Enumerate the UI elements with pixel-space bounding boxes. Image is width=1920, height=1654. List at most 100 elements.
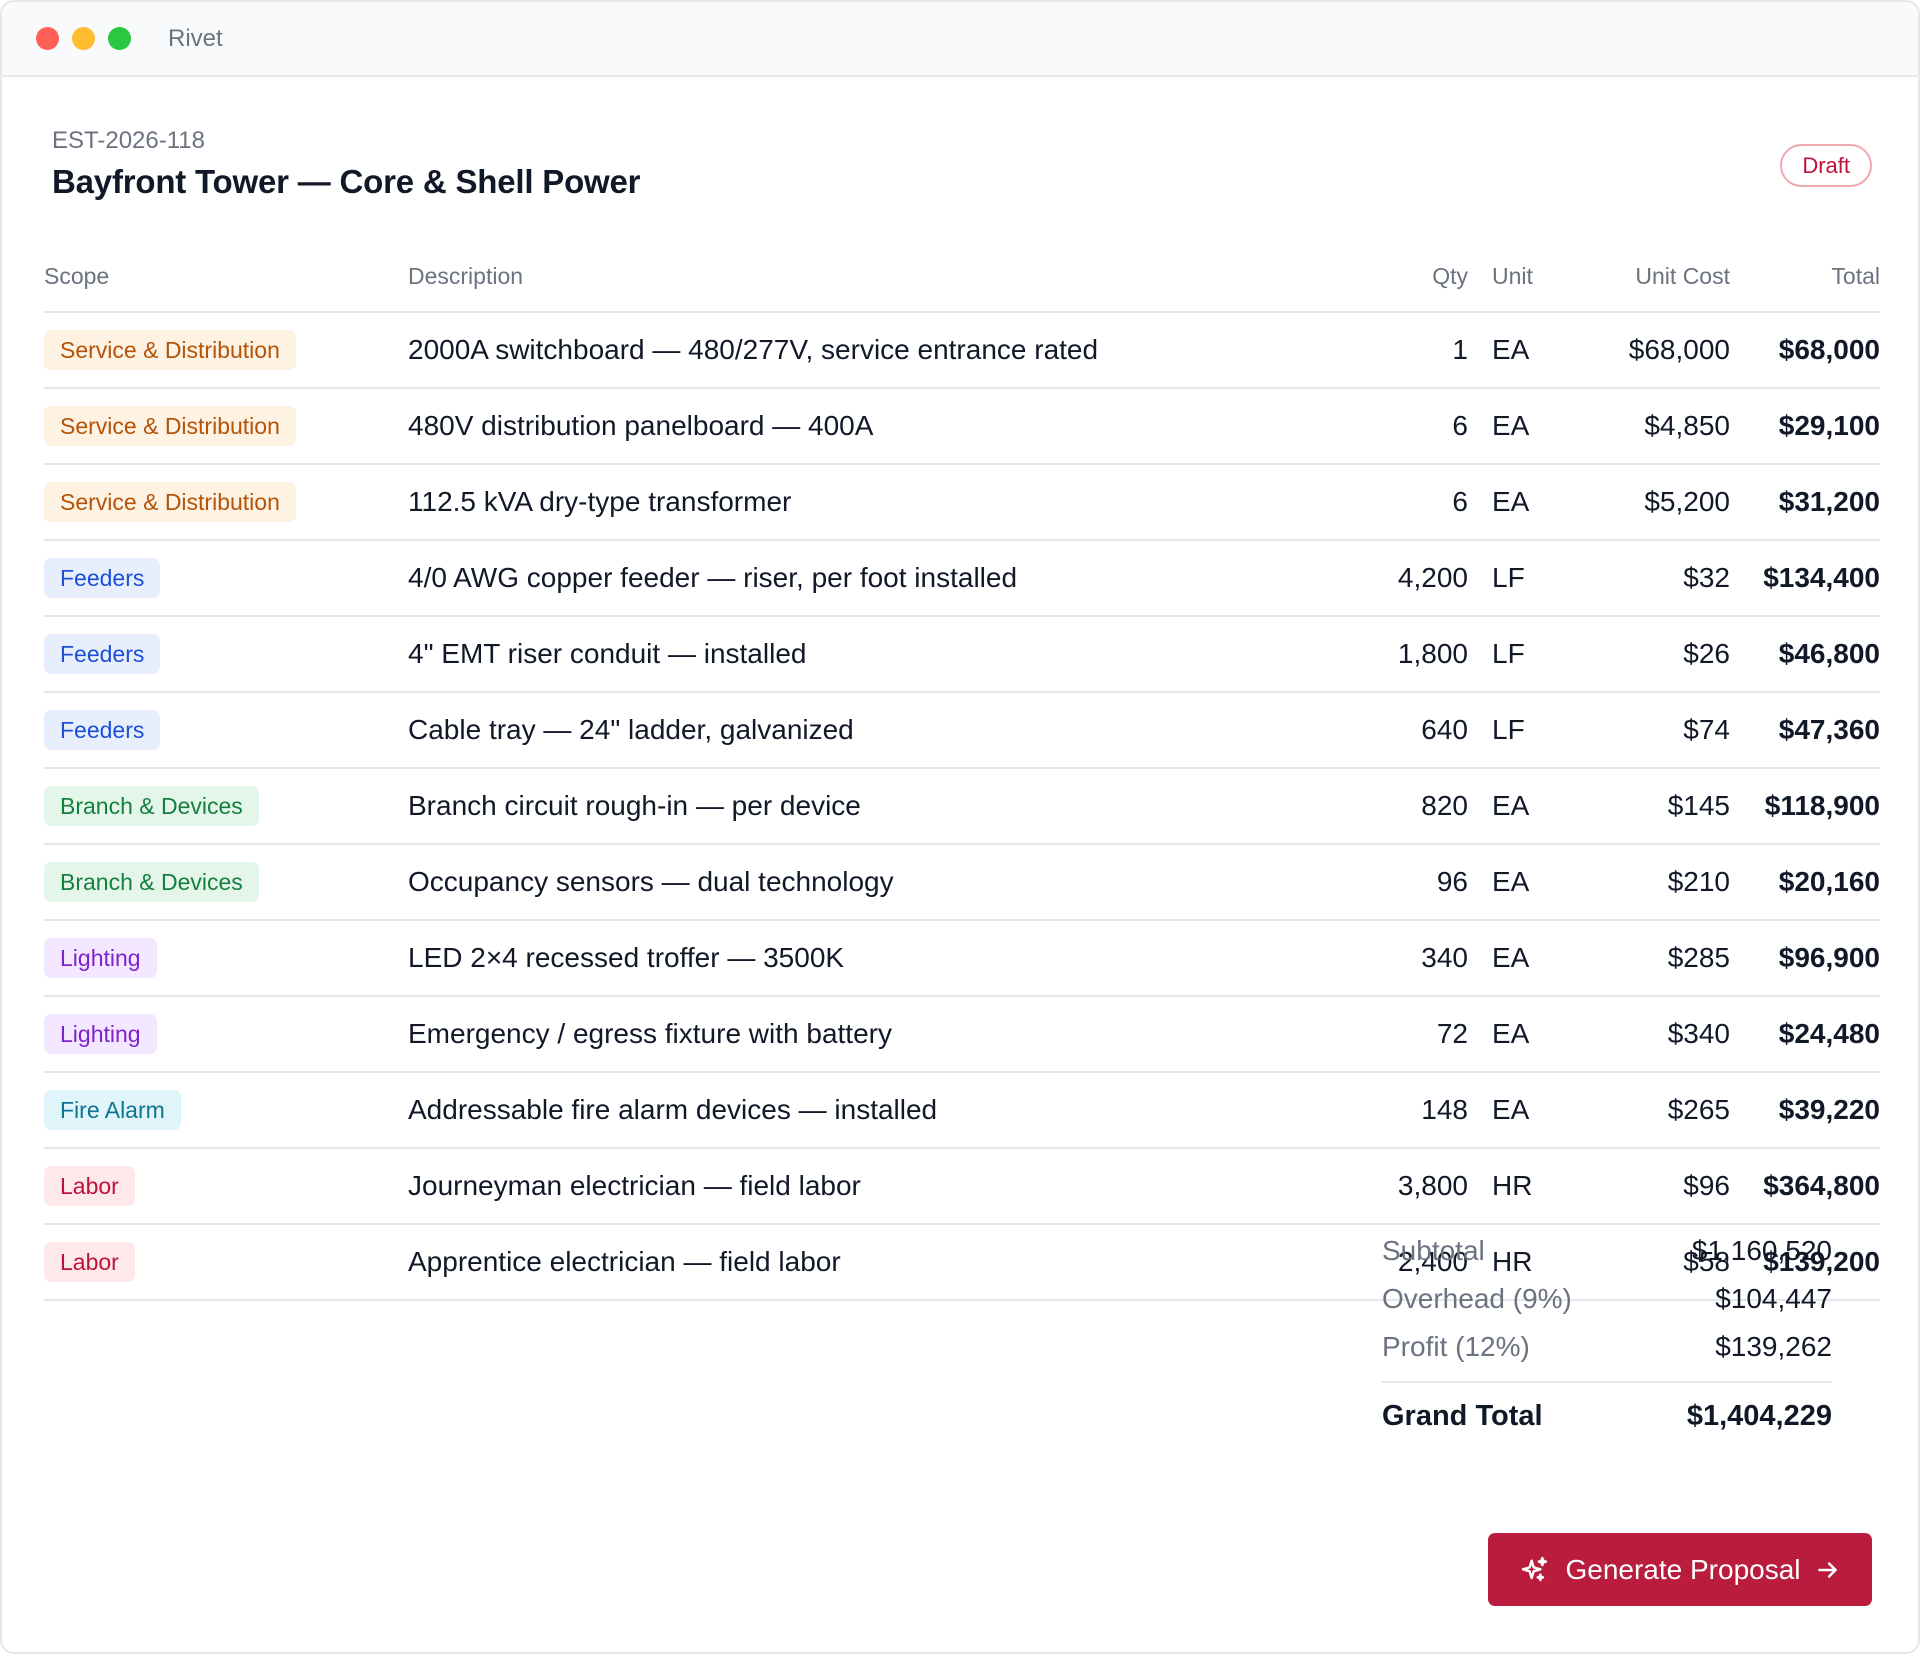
table-header-row: Scope Description Qty Unit Unit Cost Tot…: [44, 242, 1880, 313]
scope-cell: Labor: [44, 1224, 408, 1301]
unit-cell: EA: [1468, 920, 1578, 997]
qty-cell: 640: [1288, 692, 1468, 769]
status-badge: Draft: [1780, 144, 1872, 187]
scope-tag: Labor: [44, 1166, 135, 1206]
table-row[interactable]: Feeders Cable tray — 24" ladder, galvaniz…: [44, 692, 1880, 769]
column-header-qty[interactable]: Qty: [1288, 242, 1468, 313]
total-cell: $39,220: [1730, 1072, 1880, 1149]
scope-cell: Fire Alarm: [44, 1072, 408, 1149]
description-cell: 2000A switchboard — 480/277V, service en…: [408, 312, 1288, 389]
summary-divider: [1382, 1381, 1832, 1383]
unit-cost-cell: $210: [1578, 844, 1730, 921]
total-cell: $118,900: [1730, 768, 1880, 845]
total-cell: $29,100: [1730, 388, 1880, 465]
estimate-header: EST-2026-118 Bayfront Tower — Core & She…: [44, 77, 1880, 242]
table-row[interactable]: Feeders 4/0 AWG copper feeder — riser, pe…: [44, 540, 1880, 617]
unit-cell: HR: [1468, 1224, 1578, 1301]
subtotal-value: $1,160,520: [1691, 1235, 1832, 1266]
estimate-panel: EST-2026-118 Bayfront Tower — Core & She…: [44, 77, 1880, 1301]
scope-cell: Branch & Devices: [44, 844, 408, 921]
qty-cell: 2,400: [1288, 1224, 1468, 1301]
scope-cell: Service & Distribution: [44, 464, 408, 541]
qty-cell: 148: [1288, 1072, 1468, 1149]
column-header-description[interactable]: Description: [408, 242, 1288, 313]
column-header-unit-cost[interactable]: Unit Cost: [1578, 242, 1730, 313]
description-cell: Cable tray — 24" ladder, galvanized: [408, 692, 1288, 769]
scope-tag: Service & Distribution: [44, 406, 296, 446]
scope-tag: Fire Alarm: [44, 1090, 181, 1130]
close-window-button[interactable]: [36, 27, 59, 50]
table-row[interactable]: Labor Apprentice electrician — field labo…: [44, 1224, 1880, 1301]
description-cell: Branch circuit rough-in — per device: [408, 768, 1288, 845]
unit-cost-cell: $340: [1578, 996, 1730, 1073]
table-row[interactable]: Service & Distribution 2000A switchboard …: [44, 312, 1880, 389]
estimate-id: EST-2026-118: [52, 127, 205, 154]
table-row[interactable]: Service & Distribution 480V distribution …: [44, 388, 1880, 465]
minimize-window-button[interactable]: [72, 27, 95, 50]
scope-cell: Lighting: [44, 996, 408, 1073]
scope-cell: Branch & Devices: [44, 768, 408, 845]
scope-tag: Service & Distribution: [44, 330, 296, 370]
qty-cell: 4,200: [1288, 540, 1468, 617]
unit-cell: EA: [1468, 312, 1578, 389]
subtotal-label: Subtotal: [1382, 1235, 1485, 1266]
table-row[interactable]: Service & Distribution 112.5 kVA dry-type…: [44, 464, 1880, 541]
scope-cell: Feeders: [44, 540, 408, 617]
table-row[interactable]: Lighting LED 2×4 recessed troffer — 3500K…: [44, 920, 1880, 997]
unit-cost-cell: $58: [1578, 1224, 1730, 1301]
qty-cell: 96: [1288, 844, 1468, 921]
unit-cell: LF: [1468, 616, 1578, 693]
profit-label: Profit (12%): [1382, 1331, 1530, 1362]
table-row[interactable]: Labor Journeyman electrician — field labo…: [44, 1148, 1880, 1225]
scope-tag: Lighting: [44, 938, 157, 978]
total-cell: $47,360: [1730, 692, 1880, 769]
unit-cost-cell: $74: [1578, 692, 1730, 769]
total-cell: $134,400: [1730, 540, 1880, 617]
unit-cell: LF: [1468, 540, 1578, 617]
unit-cell: EA: [1468, 844, 1578, 921]
scope-tag: Feeders: [44, 634, 161, 674]
generate-proposal-button[interactable]: Generate Proposal: [1488, 1533, 1872, 1606]
table-row[interactable]: Feeders 4" EMT riser conduit — installed 1…: [44, 616, 1880, 693]
table-row[interactable]: Lighting Emergency / egress fixture with …: [44, 996, 1880, 1073]
table-row[interactable]: Fire Alarm Addressable fire alarm devices…: [44, 1072, 1880, 1149]
grand-total-row: Grand Total $1,404,229: [1382, 1389, 1832, 1443]
arrow-right-icon: [1815, 1557, 1841, 1583]
profit-row: Profit (12%) $139,262: [1382, 1323, 1832, 1371]
unit-cost-cell: $285: [1578, 920, 1730, 997]
unit-cell: EA: [1468, 768, 1578, 845]
scope-tag: Service & Distribution: [44, 482, 296, 522]
description-cell: Apprentice electrician — field labor: [408, 1224, 1288, 1301]
totals-summary: Subtotal $1,160,520 Overhead (9%) $104,4…: [1382, 1227, 1832, 1443]
description-cell: LED 2×4 recessed troffer — 3500K: [408, 920, 1288, 997]
table-row[interactable]: Branch & Devices Branch circuit rough-in …: [44, 768, 1880, 845]
total-cell: $364,800: [1730, 1148, 1880, 1225]
total-cell: $46,800: [1730, 616, 1880, 693]
unit-cost-cell: $68,000: [1578, 312, 1730, 389]
qty-cell: 72: [1288, 996, 1468, 1073]
subtotal-row: Subtotal $1,160,520: [1382, 1227, 1832, 1275]
unit-cell: HR: [1468, 1148, 1578, 1225]
qty-cell: 6: [1288, 388, 1468, 465]
qty-cell: 820: [1288, 768, 1468, 845]
scope-cell: Service & Distribution: [44, 388, 408, 465]
page-title: Bayfront Tower — Core & Shell Power: [52, 163, 641, 200]
column-header-unit[interactable]: Unit: [1468, 242, 1578, 313]
profit-value: $139,262: [1715, 1331, 1832, 1362]
scope-cell: Labor: [44, 1148, 408, 1225]
table-body: Service & Distribution 2000A switchboard …: [44, 312, 1880, 1301]
table-row[interactable]: Branch & Devices Occupancy sensors — dual…: [44, 844, 1880, 921]
unit-cost-cell: $32: [1578, 540, 1730, 617]
scope-cell: Service & Distribution: [44, 312, 408, 389]
total-cell: $96,900: [1730, 920, 1880, 997]
column-header-scope[interactable]: Scope: [44, 242, 408, 313]
unit-cost-cell: $145: [1578, 768, 1730, 845]
scope-cell: Lighting: [44, 920, 408, 997]
description-cell: Occupancy sensors — dual technology: [408, 844, 1288, 921]
unit-cell: EA: [1468, 1072, 1578, 1149]
column-header-total[interactable]: Total: [1730, 242, 1880, 313]
overhead-row: Overhead (9%) $104,447: [1382, 1275, 1832, 1323]
description-cell: Addressable fire alarm devices — install…: [408, 1072, 1288, 1149]
scope-tag: Feeders: [44, 710, 161, 750]
maximize-window-button[interactable]: [108, 27, 131, 50]
